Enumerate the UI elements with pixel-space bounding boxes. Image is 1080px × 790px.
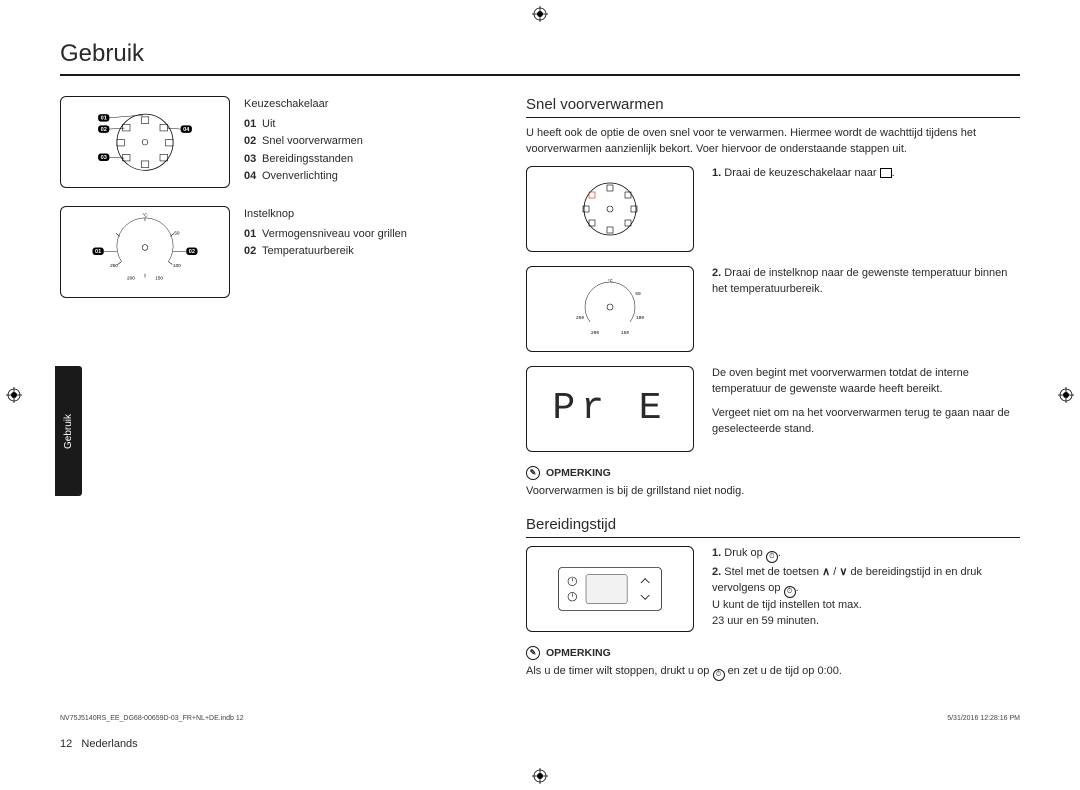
preheat-intro: U heeft ook de optie de oven snel voor t…: [526, 126, 1020, 158]
footer-date: 5/31/2016 12:28:16 PM: [947, 715, 1020, 722]
side-tab: Gebruik: [55, 366, 82, 496]
crop-mark-bottom: [532, 768, 548, 784]
svg-text:02: 02: [101, 127, 107, 133]
preheat-body3a: De oven begint met voorverwarmen totdat …: [712, 366, 1020, 398]
left-column: 01 02 03 04 Keuzesch: [60, 96, 490, 689]
svg-text:250: 250: [110, 263, 118, 268]
svg-text:150: 150: [155, 275, 163, 280]
legend-mode: Keuzeschakelaar 01Uit 02Snel voorverwarm…: [244, 96, 363, 186]
display-text: Pr E: [552, 387, 667, 430]
temp-dial-illustration: °C 50 100 150 200 250 01 02: [60, 206, 230, 298]
note-icon-2: ✎: [526, 646, 540, 660]
svg-text:100: 100: [636, 315, 644, 321]
clock-icon-3: ⏱: [713, 669, 725, 681]
mode-dial-illustration: 01 02 03 04: [60, 96, 230, 188]
cooktime-note-text: Als u de timer wilt stoppen, drukt u op …: [526, 664, 1020, 681]
right-column: Snel voorverwarmen U heeft ook de optie …: [526, 96, 1020, 689]
page-number: 12: [60, 738, 72, 750]
page-frame: Gebruik Gebruik: [60, 40, 1020, 750]
svg-text:100: 100: [173, 263, 181, 268]
crop-mark-right: [1058, 387, 1074, 403]
svg-text:150: 150: [621, 330, 629, 336]
chevron-down-icon: ∨: [839, 566, 847, 578]
preheat-step2-illus: °C 50 100 150 200 250: [526, 266, 694, 352]
svg-text:04: 04: [183, 127, 190, 133]
legend-temp: Instelknop 01Vermogensniveau voor grille…: [244, 206, 407, 261]
cooktime-illus: [526, 546, 694, 632]
page-title: Gebruik: [60, 40, 1020, 76]
preheat-note-text: Voorverwarmen is bij de grillstand niet …: [526, 484, 1020, 500]
legend2-row-0: 01Vermogensniveau voor grillen: [244, 226, 407, 244]
svg-text:02: 02: [189, 249, 195, 255]
svg-text:50: 50: [174, 230, 180, 235]
clock-icon-2: ⏱: [784, 586, 796, 598]
section-cooktime-title: Bereidingstijd: [526, 516, 1020, 538]
svg-text:03: 03: [101, 155, 107, 161]
svg-text:01: 01: [95, 249, 101, 255]
cooktime-note-heading: ✎ OPMERKING: [526, 646, 1020, 660]
chevron-up-icon: ∧: [822, 566, 830, 578]
legend1-row-3: 04Ovenverlichting: [244, 168, 363, 186]
cooktime-step2d: 23 uur en 59 minuten.: [712, 615, 819, 627]
preheat-icon: [880, 168, 892, 178]
clock-icon: ⏱: [766, 551, 778, 563]
svg-text:°C: °C: [142, 212, 148, 217]
svg-text:200: 200: [127, 275, 135, 280]
preheat-note-heading: ✎ OPMERKING: [526, 466, 1020, 480]
note-icon: ✎: [526, 466, 540, 480]
print-metadata: NV75J5140RS_EE_DG68-00659D-03_FR+NL+DE.i…: [60, 715, 1020, 722]
cooktime-step2c: U kunt de tijd instellen tot max.: [712, 599, 862, 611]
legend1-row-2: 03Bereidingsstanden: [244, 151, 363, 169]
svg-text:200: 200: [591, 330, 599, 336]
footer-file: NV75J5140RS_EE_DG68-00659D-03_FR+NL+DE.i…: [60, 715, 244, 722]
cooktime-step1: Druk op: [724, 547, 763, 559]
legend2-title: Instelknop: [244, 206, 407, 224]
legend1-title: Keuzeschakelaar: [244, 96, 363, 114]
page-lang: Nederlands: [81, 738, 137, 750]
page-footer: 12 Nederlands: [60, 738, 1020, 750]
svg-text:01: 01: [101, 116, 107, 122]
legend2-row-1: 02Temperatuurbereik: [244, 243, 407, 261]
preheat-step2: Draai de instelknop naar de gewenste tem…: [712, 267, 1007, 295]
preheat-body3b: Vergeet niet om na het voorverwarmen ter…: [712, 406, 1020, 438]
cooktime-step2a: Stel met de toetsen: [724, 566, 819, 578]
preheat-display-illus: Pr E: [526, 366, 694, 452]
legend1-row-1: 02Snel voorverwarmen: [244, 133, 363, 151]
svg-text:50: 50: [635, 291, 641, 297]
section-preheat-title: Snel voorverwarmen: [526, 96, 1020, 118]
legend1-row-0: 01Uit: [244, 116, 363, 134]
side-tab-label: Gebruik: [63, 413, 74, 448]
svg-text:°C: °C: [607, 278, 613, 284]
crop-mark-left: [6, 387, 22, 403]
preheat-step1-illus: [526, 166, 694, 252]
crop-mark-top: [532, 6, 548, 22]
svg-text:250: 250: [576, 315, 584, 321]
preheat-step1: Draai de keuzeschakelaar naar: [724, 167, 876, 179]
